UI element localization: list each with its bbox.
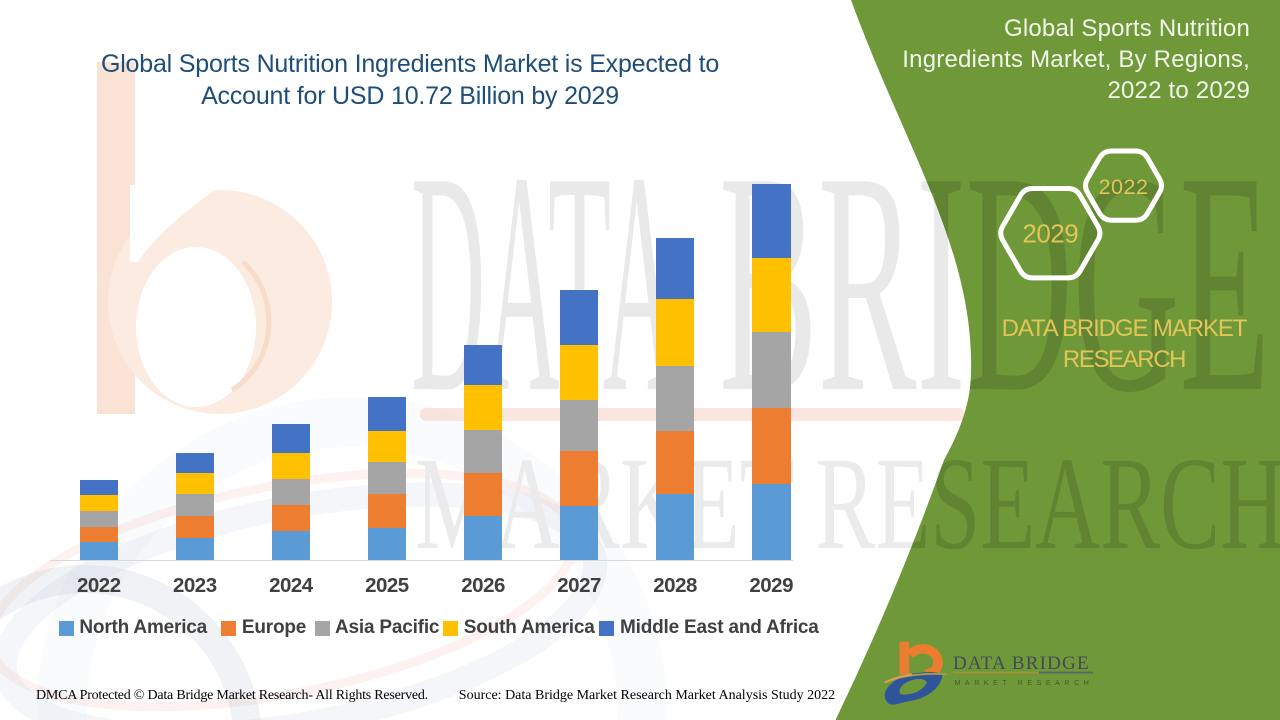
svg-text:2022: 2022	[1099, 175, 1149, 199]
svg-text:DATA: DATA	[411, 107, 677, 458]
svg-text:2029: 2029	[1022, 219, 1078, 249]
